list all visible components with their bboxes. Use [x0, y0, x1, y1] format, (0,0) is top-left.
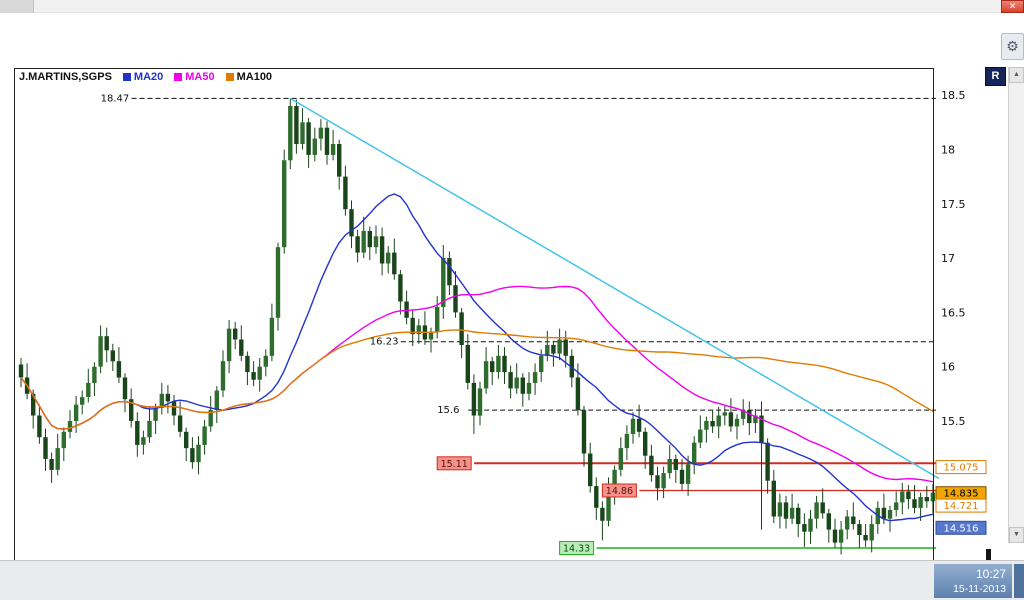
close-button[interactable]: ✕ [1001, 0, 1024, 13]
legend-ma20: MA20 [122, 71, 164, 83]
main-panel: ⚙ R 18.47 16.23 15.6 15.11 14.86 14.33 18.5 18 1… [0, 13, 1024, 573]
svg-text:18: 18 [941, 144, 955, 157]
svg-text:14.835: 14.835 [944, 489, 979, 500]
vertical-scrollbar[interactable]: ▲ ▼ [1008, 67, 1024, 543]
clock-date: 15-11-2013 [953, 583, 1006, 595]
clock-widget: 10:27 15-11-2013 [934, 564, 1012, 598]
scroll-down-button[interactable]: ▼ [1009, 527, 1024, 543]
ma50-label: MA50 [185, 71, 215, 83]
svg-text:17: 17 [941, 252, 955, 265]
statusbar-corner [1014, 564, 1024, 598]
window-top-bar: ✕ [0, 0, 1024, 13]
chart-legend: J.MARTINS,SGPS MA20 MA50 MA100 [19, 71, 272, 83]
svg-text:14.721: 14.721 [944, 501, 979, 512]
scroll-down-icon: ▼ [1013, 531, 1020, 538]
cursor-mark [986, 549, 991, 566]
svg-text:17.5: 17.5 [941, 198, 966, 211]
status-bar: 10:27 15-11-2013 [0, 560, 1024, 600]
svg-text:15.11: 15.11 [441, 459, 468, 470]
chart-canvas[interactable]: 18.47 16.23 15.6 15.11 14.86 14.33 18.5 18 17.5 1… [14, 68, 1004, 573]
svg-text:16: 16 [941, 361, 955, 374]
r-button-label: R [991, 70, 1000, 82]
svg-text:15.075: 15.075 [944, 463, 979, 474]
legend-ma100: MA100 [225, 71, 273, 83]
ma20-label: MA20 [133, 71, 164, 83]
svg-text:18.47: 18.47 [101, 93, 130, 104]
svg-text:14.33: 14.33 [563, 544, 590, 555]
clock-time: 10:27 [975, 567, 1006, 581]
gear-icon: ⚙ [1006, 38, 1019, 54]
instrument-symbol: J.MARTINS,SGPS [19, 71, 112, 83]
scroll-up-button[interactable]: ▲ [1009, 67, 1024, 83]
svg-text:16.23: 16.23 [370, 337, 399, 348]
svg-text:15.5: 15.5 [941, 415, 966, 428]
scroll-up-icon: ▲ [1013, 71, 1020, 78]
svg-text:18.5: 18.5 [941, 89, 966, 102]
svg-text:14.86: 14.86 [606, 486, 633, 497]
svg-text:16.5: 16.5 [941, 306, 966, 319]
price-chart[interactable]: 18.47 16.23 15.6 15.11 14.86 14.33 18.5 18 17.5 1… [14, 68, 1008, 573]
ma20-swatch-icon [122, 73, 131, 81]
svg-text:15.6: 15.6 [437, 405, 459, 416]
window-grip[interactable] [0, 0, 34, 13]
ma50-swatch-icon [174, 73, 183, 81]
svg-text:14.516: 14.516 [944, 523, 979, 534]
close-icon: ✕ [1008, 1, 1017, 11]
ma100-swatch-icon [225, 73, 234, 81]
r-button[interactable]: R [985, 67, 1006, 86]
legend-ma50: MA50 [174, 71, 215, 83]
settings-button[interactable]: ⚙ [1001, 33, 1024, 60]
ma100-label: MA100 [236, 71, 273, 83]
